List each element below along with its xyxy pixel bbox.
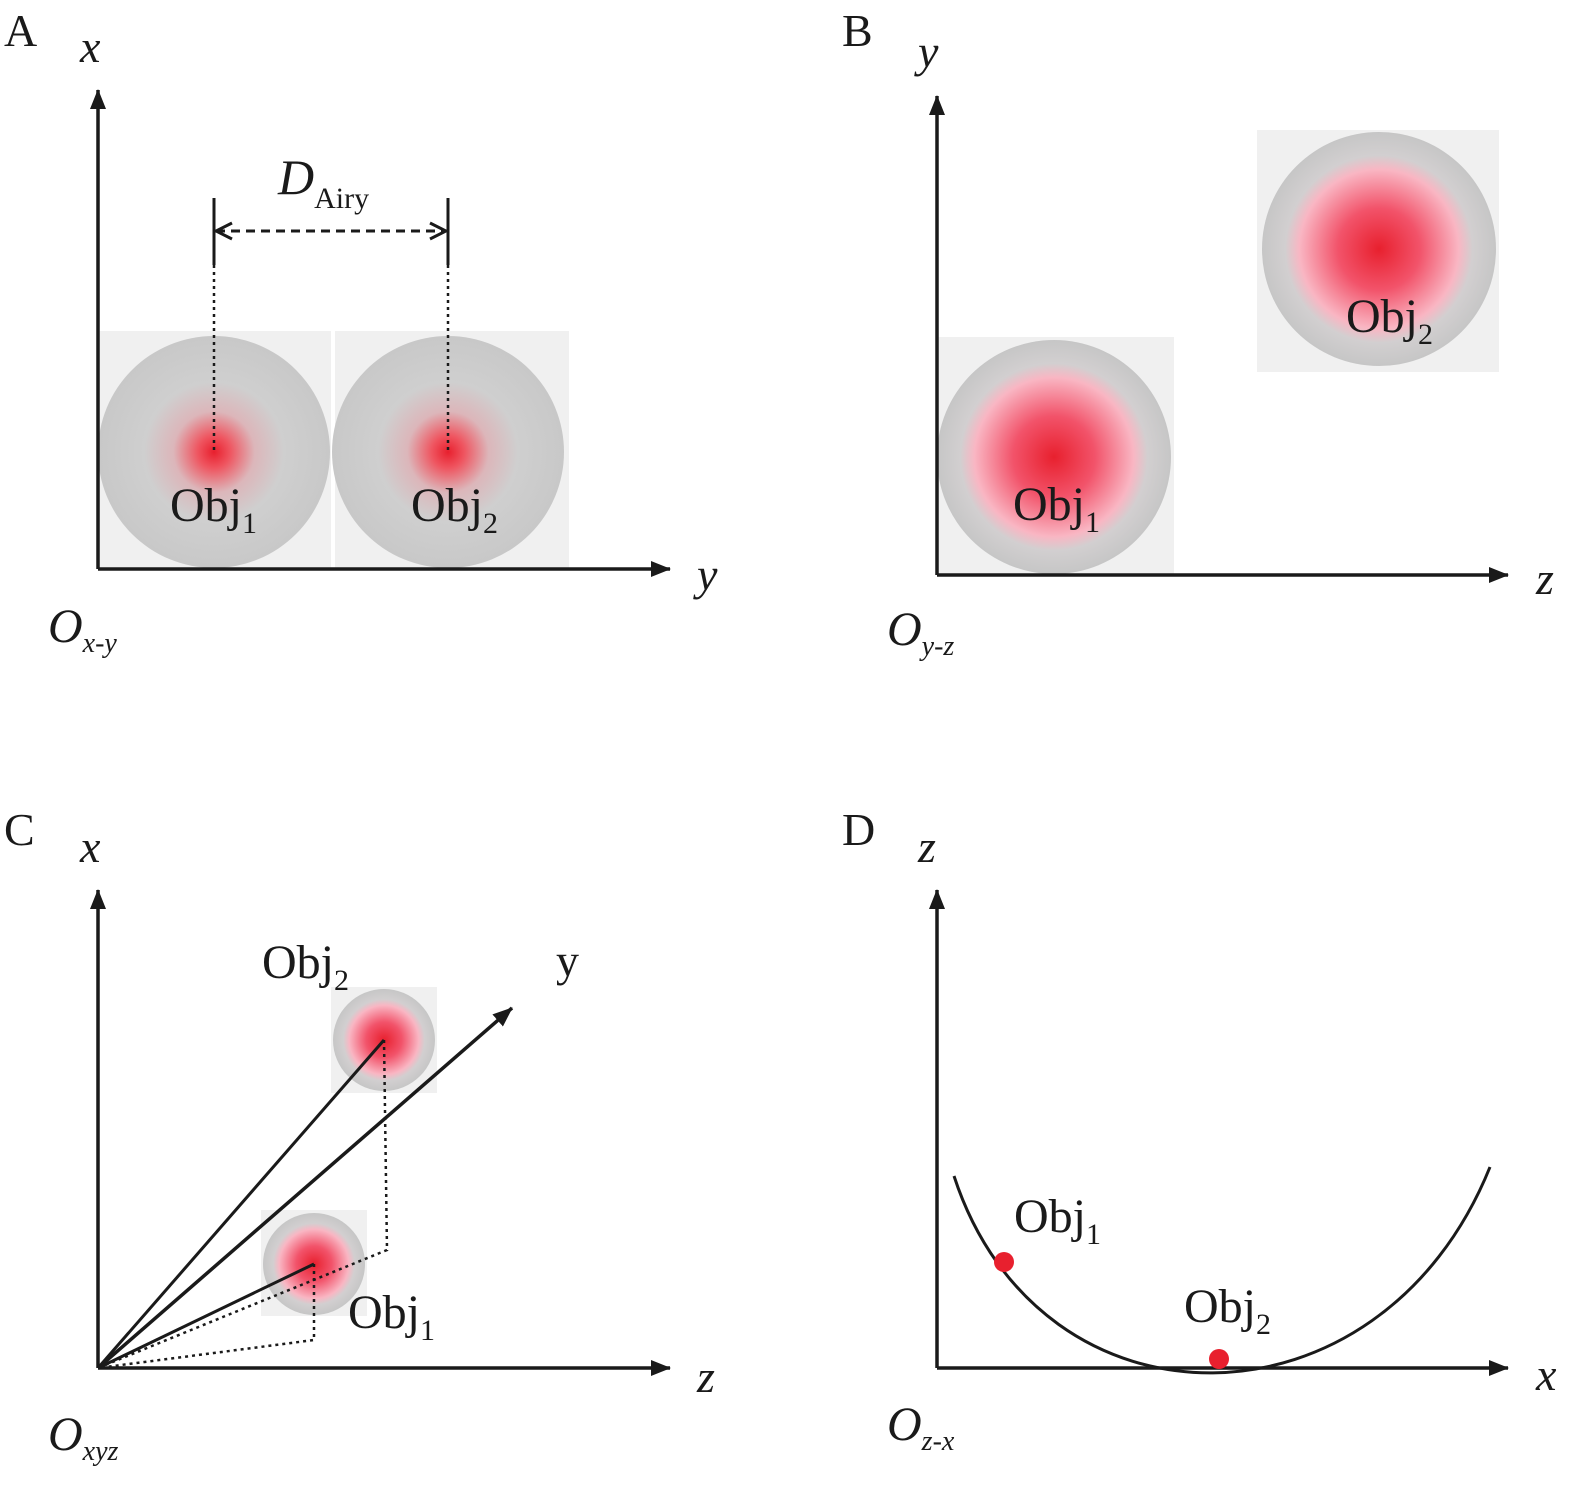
panel-c-x-axis-label: x	[79, 821, 101, 872]
panel-a-origin-label: Ox-y	[48, 600, 117, 659]
panel-c-obj2-vector	[96, 1039, 386, 1369]
panel-b: B y z Oy-z Obj1 Obj2	[842, 5, 1554, 662]
panel-d-z-axis-label: z	[917, 821, 936, 872]
panel-c-obj2-projection	[97, 1039, 389, 1370]
panel-b-obj2-spot	[1262, 132, 1496, 366]
panel-b-origin-label: Oy-z	[887, 603, 954, 662]
panel-c-z-axis-label: z	[696, 1351, 715, 1402]
panel-c-y-axis-arrow	[96, 1006, 514, 1370]
panel-a-obj1-spot	[98, 336, 330, 568]
panel-a-obj1-label: Obj1	[170, 479, 257, 540]
panel-a: A x y Ox-y DAiry Obj1 Obj2	[4, 5, 718, 659]
panel-c-letter: C	[4, 804, 35, 855]
panel-a-x-axis-label: x	[79, 21, 101, 72]
panel-d-obj2-marker	[1209, 1349, 1229, 1369]
panel-b-obj2-label: Obj2	[1346, 290, 1433, 351]
panel-c-obj2-label: Obj2	[262, 936, 349, 997]
panel-b-z-axis-label: z	[1535, 553, 1554, 604]
panel-c-origin-label: Oxyz	[48, 1408, 119, 1467]
panel-b-obj1-label: Obj1	[1013, 478, 1100, 539]
panel-b-letter: B	[842, 5, 873, 56]
panel-d-x-axis-label: x	[1535, 1349, 1557, 1400]
panel-a-letter: A	[4, 5, 37, 56]
panel-b-y-axis-label: y	[914, 26, 939, 77]
panel-a-obj2-spot	[332, 336, 564, 568]
panel-d-obj1-marker	[994, 1252, 1014, 1272]
panel-b-obj1-spot	[937, 340, 1171, 574]
panel-a-obj2-label: Obj2	[411, 479, 498, 540]
panel-a-y-axis-label: y	[693, 549, 718, 600]
panel-c-obj1-label: Obj1	[348, 1286, 435, 1347]
panel-d-curve	[952, 1166, 1492, 1375]
panel-a-dimension-label: DAiry	[277, 149, 369, 215]
panel-c: C x z y Oxyz Obj2 Obj1	[4, 804, 715, 1467]
panel-d-letter: D	[842, 804, 875, 855]
panel-d-obj1-label: Obj1	[1014, 1190, 1101, 1251]
panel-d-obj2-label: Obj2	[1184, 1280, 1271, 1341]
panel-d-origin-label: Oz-x	[887, 1398, 955, 1457]
panel-c-obj1-vector	[97, 1262, 315, 1370]
panel-d: D z x Oz-x Obj1 Obj2	[842, 804, 1557, 1457]
panel-c-y-axis-label: y	[556, 935, 579, 986]
